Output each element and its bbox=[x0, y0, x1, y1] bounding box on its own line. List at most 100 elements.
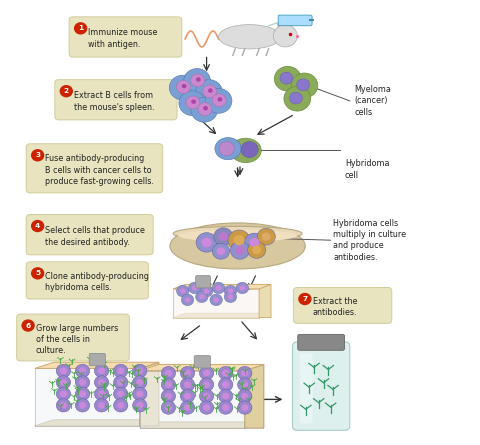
Circle shape bbox=[218, 232, 228, 241]
Circle shape bbox=[185, 297, 191, 303]
Circle shape bbox=[224, 285, 237, 297]
Circle shape bbox=[184, 381, 191, 388]
Circle shape bbox=[284, 86, 311, 111]
Circle shape bbox=[228, 288, 233, 294]
FancyBboxPatch shape bbox=[300, 353, 312, 423]
Circle shape bbox=[117, 391, 124, 397]
Circle shape bbox=[114, 399, 128, 412]
Circle shape bbox=[180, 378, 195, 391]
Circle shape bbox=[165, 381, 172, 388]
Circle shape bbox=[257, 228, 276, 245]
Circle shape bbox=[114, 387, 128, 400]
Circle shape bbox=[74, 22, 87, 35]
Circle shape bbox=[238, 389, 252, 403]
FancyBboxPatch shape bbox=[69, 17, 182, 57]
FancyBboxPatch shape bbox=[55, 80, 177, 120]
Circle shape bbox=[161, 389, 176, 403]
Circle shape bbox=[238, 401, 252, 414]
FancyBboxPatch shape bbox=[89, 353, 106, 366]
Circle shape bbox=[132, 399, 147, 412]
Text: 3: 3 bbox=[35, 152, 40, 158]
Ellipse shape bbox=[178, 230, 297, 242]
Circle shape bbox=[203, 370, 210, 376]
Circle shape bbox=[298, 293, 312, 305]
Circle shape bbox=[216, 247, 225, 255]
Circle shape bbox=[248, 242, 266, 258]
Circle shape bbox=[56, 376, 71, 389]
Circle shape bbox=[241, 142, 258, 158]
Circle shape bbox=[98, 402, 105, 409]
Circle shape bbox=[184, 393, 191, 400]
Circle shape bbox=[60, 379, 67, 386]
Polygon shape bbox=[140, 371, 245, 428]
Polygon shape bbox=[173, 284, 271, 289]
Circle shape bbox=[31, 220, 44, 232]
Circle shape bbox=[79, 402, 86, 409]
Circle shape bbox=[75, 387, 90, 400]
Circle shape bbox=[165, 404, 172, 411]
Circle shape bbox=[136, 391, 144, 397]
Circle shape bbox=[280, 72, 293, 84]
Circle shape bbox=[222, 404, 229, 411]
Text: 5: 5 bbox=[35, 271, 40, 276]
Circle shape bbox=[161, 366, 176, 380]
Circle shape bbox=[75, 364, 90, 377]
Polygon shape bbox=[35, 420, 159, 426]
Circle shape bbox=[219, 142, 234, 156]
Circle shape bbox=[191, 97, 217, 122]
Circle shape bbox=[114, 364, 128, 377]
Circle shape bbox=[217, 97, 222, 101]
Circle shape bbox=[297, 79, 310, 91]
Circle shape bbox=[95, 399, 109, 412]
Text: Select cells that produce
the desired antibody.: Select cells that produce the desired an… bbox=[45, 226, 145, 247]
Circle shape bbox=[186, 96, 200, 109]
Circle shape bbox=[181, 84, 186, 89]
Circle shape bbox=[198, 103, 212, 116]
Circle shape bbox=[210, 294, 222, 306]
Circle shape bbox=[262, 232, 271, 241]
Circle shape bbox=[196, 77, 201, 82]
Circle shape bbox=[196, 233, 217, 252]
Circle shape bbox=[180, 366, 195, 380]
Circle shape bbox=[199, 389, 214, 403]
Circle shape bbox=[218, 366, 233, 380]
Circle shape bbox=[114, 376, 128, 389]
Circle shape bbox=[241, 370, 248, 376]
Circle shape bbox=[218, 378, 233, 391]
Text: Myeloma
(cancer)
cells: Myeloma (cancer) cells bbox=[355, 85, 391, 117]
Circle shape bbox=[241, 381, 248, 388]
Circle shape bbox=[192, 285, 198, 291]
FancyBboxPatch shape bbox=[26, 262, 148, 299]
Polygon shape bbox=[35, 362, 159, 368]
Circle shape bbox=[98, 391, 105, 397]
Circle shape bbox=[161, 401, 176, 414]
Circle shape bbox=[132, 387, 147, 400]
Circle shape bbox=[291, 73, 318, 98]
Circle shape bbox=[31, 267, 44, 279]
Circle shape bbox=[75, 376, 90, 389]
Circle shape bbox=[191, 74, 204, 87]
Circle shape bbox=[228, 294, 233, 299]
Circle shape bbox=[252, 246, 261, 254]
Text: Fuse antibody-producing
B cells with cancer cells to
produce fast-growing cells.: Fuse antibody-producing B cells with can… bbox=[45, 154, 154, 186]
Text: 4: 4 bbox=[35, 223, 40, 229]
Circle shape bbox=[203, 85, 216, 98]
Circle shape bbox=[278, 19, 290, 31]
Circle shape bbox=[203, 106, 208, 110]
Circle shape bbox=[56, 399, 71, 412]
Circle shape bbox=[180, 389, 195, 403]
Circle shape bbox=[240, 285, 245, 291]
FancyBboxPatch shape bbox=[26, 214, 153, 255]
Circle shape bbox=[222, 393, 229, 400]
Circle shape bbox=[199, 294, 204, 299]
Circle shape bbox=[56, 387, 71, 400]
Circle shape bbox=[98, 368, 105, 374]
Text: 7: 7 bbox=[302, 296, 308, 302]
Circle shape bbox=[244, 233, 264, 252]
Circle shape bbox=[117, 379, 124, 386]
Circle shape bbox=[136, 368, 144, 374]
Circle shape bbox=[203, 381, 210, 388]
Circle shape bbox=[31, 149, 44, 162]
Circle shape bbox=[289, 92, 302, 104]
Circle shape bbox=[249, 238, 259, 247]
